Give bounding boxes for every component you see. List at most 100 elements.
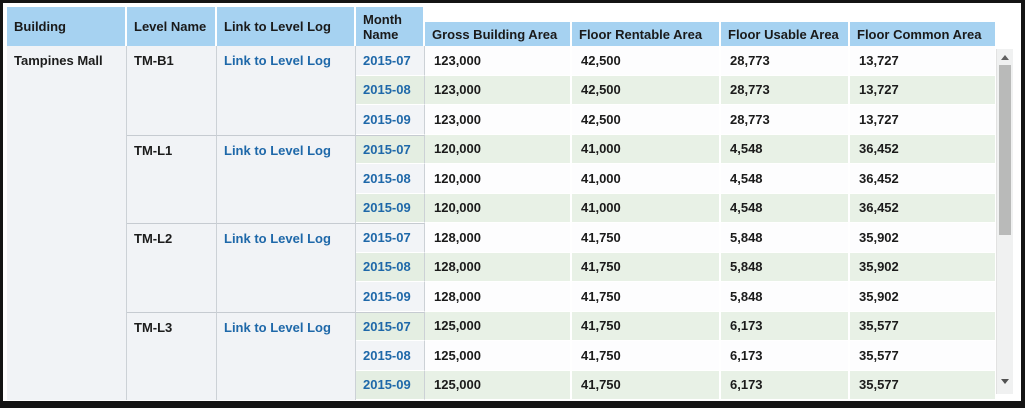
month-link[interactable]: 2015-09: [363, 200, 411, 216]
level-log-link[interactable]: Link to Level Log: [224, 231, 331, 246]
month-link[interactable]: 2015-08: [363, 259, 411, 275]
rentable-area-cell: 41,750: [572, 341, 721, 371]
rentable-area-cell: 41,750: [572, 370, 721, 400]
common-area-cell: 35,577: [850, 341, 997, 371]
gross-area-cell: 125,000: [425, 311, 572, 341]
scroll-down-icon[interactable]: [1001, 379, 1009, 384]
common-area-cell: 35,902: [850, 223, 997, 253]
month-link[interactable]: 2015-09: [363, 377, 411, 393]
gross-area-cell: 128,000: [425, 252, 572, 282]
month-link[interactable]: 2015-07: [363, 230, 411, 246]
rentable-area-cell: 42,500: [572, 75, 721, 105]
column-header-floor-common-area: Floor Common Area: [850, 7, 997, 46]
table-row: 2015-09 123,000 42,500 28,773 13,727: [7, 105, 997, 135]
rentable-area-cell: 41,000: [572, 134, 721, 164]
month-link[interactable]: 2015-08: [363, 82, 411, 98]
building-levels-table: Building Level Name Link to Level Log Mo…: [7, 7, 997, 400]
level-log-cell: Link to Level Log: [217, 134, 356, 223]
common-area-cell: 36,452: [850, 134, 997, 164]
usable-area-cell: 4,548: [721, 164, 850, 194]
usable-area-cell: 6,173: [721, 341, 850, 371]
rentable-area-cell: 41,750: [572, 282, 721, 312]
common-area-cell: 35,577: [850, 370, 997, 400]
rentable-area-cell: 41,750: [572, 311, 721, 341]
level-cell: TM-L3: [127, 311, 217, 400]
month-link[interactable]: 2015-07: [363, 52, 411, 68]
common-area-cell: 13,727: [850, 75, 997, 105]
common-area-cell: 35,902: [850, 282, 997, 312]
level-log-link[interactable]: Link to Level Log: [224, 319, 331, 335]
usable-area-cell: 28,773: [721, 75, 850, 105]
scrollbar-thumb[interactable]: [999, 65, 1011, 235]
rentable-area-cell: 41,750: [572, 223, 721, 253]
vertical-scrollbar[interactable]: [996, 49, 1013, 394]
table-row: 2015-08 128,000 41,750 5,848 35,902: [7, 252, 997, 282]
month-link[interactable]: 2015-08: [363, 170, 411, 186]
column-header-floor-usable-area: Floor Usable Area: [721, 7, 850, 46]
table-row: Tampines Mall TM-B1 Link to Level Log 20…: [7, 46, 997, 400]
column-header-floor-rentable-area: Floor Rentable Area: [572, 7, 721, 46]
level-cell: TM-L2: [127, 223, 217, 312]
month-cell: 2015-09: [356, 282, 425, 312]
gross-area-cell: 123,000: [425, 46, 572, 76]
table-row: 2015-09 125,000 41,750 6,173 35,577: [7, 370, 997, 400]
gross-area-cell: 120,000: [425, 134, 572, 164]
table-row: 2015-09 128,000 41,750 5,848 35,902: [7, 282, 997, 312]
table-row: TM-L1 Link to Level Log 2015-07 120,000 …: [7, 134, 997, 223]
column-header-month-name: Month Name: [356, 7, 425, 46]
table-row: 2015-09 120,000 41,000 4,548 36,452: [7, 193, 997, 223]
month-link[interactable]: 2015-08: [363, 347, 411, 363]
common-area-cell: 13,727: [850, 105, 997, 135]
month-cell: 2015-08: [356, 75, 425, 105]
usable-area-cell: 4,548: [721, 134, 850, 164]
rentable-area-cell: 41,000: [572, 193, 721, 223]
level-log-link[interactable]: Link to Level Log: [224, 142, 331, 158]
table-row: 2015-08 125,000 41,750 6,173 35,577: [7, 341, 997, 371]
scroll-up-icon[interactable]: [1001, 55, 1009, 60]
month-cell: 2015-07: [356, 311, 425, 341]
table-row: 2015-08 120,000 41,000 4,548 36,452: [7, 164, 997, 194]
month-link[interactable]: 2015-07: [363, 318, 411, 334]
month-cell: 2015-09: [356, 193, 425, 223]
month-cell: 2015-08: [356, 341, 425, 371]
month-cell: 2015-09: [356, 105, 425, 135]
month-cell: 2015-07: [356, 223, 425, 253]
gross-area-cell: 120,000: [425, 193, 572, 223]
level-cell: TM-B1: [127, 46, 217, 135]
gross-area-cell: 125,000: [425, 341, 572, 371]
month-link[interactable]: 2015-09: [363, 111, 411, 127]
rentable-area-cell: 41,750: [572, 252, 721, 282]
column-header-building: Building: [7, 7, 127, 46]
gross-area-cell: 128,000: [425, 282, 572, 312]
common-area-cell: 35,902: [850, 252, 997, 282]
common-area-cell: 13,727: [850, 46, 997, 76]
column-header-link-to-level-log: Link to Level Log: [217, 7, 356, 46]
month-link[interactable]: 2015-09: [363, 288, 411, 304]
level-log-cell: Link to Level Log: [217, 46, 356, 135]
month-cell: 2015-07: [356, 46, 425, 76]
rentable-area-cell: 41,000: [572, 164, 721, 194]
usable-area-cell: 28,773: [721, 105, 850, 135]
gross-area-cell: 123,000: [425, 105, 572, 135]
level-log-link[interactable]: Link to Level Log: [224, 53, 331, 68]
column-header-level-name: Level Name: [127, 7, 217, 46]
building-cell: Tampines Mall: [7, 46, 127, 400]
gross-area-cell: 123,000: [425, 75, 572, 105]
month-cell: 2015-08: [356, 164, 425, 194]
month-link[interactable]: 2015-07: [363, 141, 411, 157]
usable-area-cell: 5,848: [721, 252, 850, 282]
level-log-cell: Link to Level Log: [217, 311, 356, 400]
rentable-area-cell: 42,500: [572, 105, 721, 135]
usable-area-cell: 5,848: [721, 223, 850, 253]
usable-area-cell: 6,173: [721, 370, 850, 400]
level-log-cell: Link to Level Log: [217, 223, 356, 312]
usable-area-cell: 28,773: [721, 46, 850, 76]
table-row: TM-L2 Link to Level Log 2015-07 128,000 …: [7, 223, 997, 312]
level-cell: TM-L1: [127, 134, 217, 223]
usable-area-cell: 5,848: [721, 282, 850, 312]
month-cell: 2015-08: [356, 252, 425, 282]
gross-area-cell: 128,000: [425, 223, 572, 253]
table-row: TM-L3 Link to Level Log 2015-07 125,000 …: [7, 311, 997, 400]
rentable-area-cell: 42,500: [572, 46, 721, 76]
